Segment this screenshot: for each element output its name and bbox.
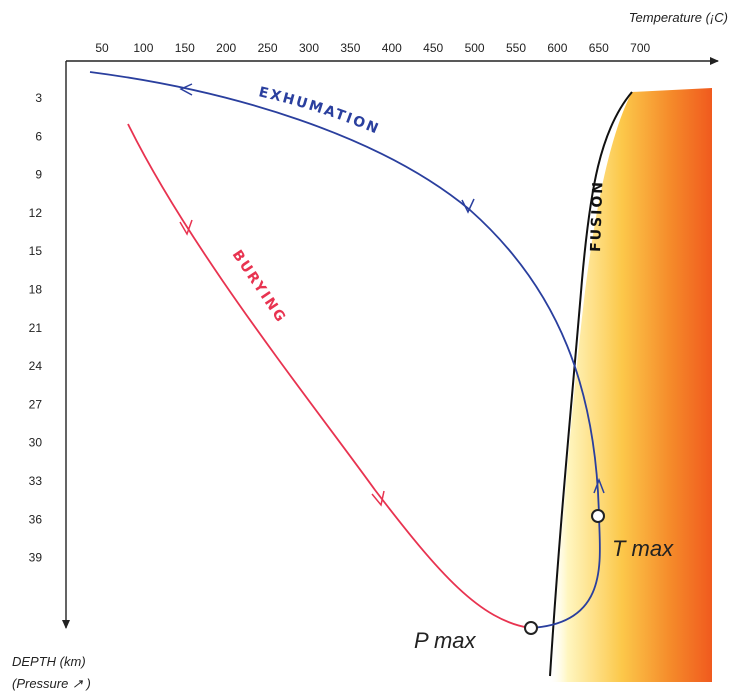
y-tick-label: 12: [29, 206, 43, 220]
x-tick-label: 250: [258, 41, 278, 55]
y-tick-label: 33: [29, 474, 43, 488]
x-tick-label: 650: [589, 41, 609, 55]
x-tick-label: 450: [423, 41, 443, 55]
burying-arrow-1: [179, 219, 193, 236]
y-tick-label: 3: [35, 91, 42, 105]
x-tick-label: 700: [630, 41, 650, 55]
x-tick-label: 50: [95, 41, 109, 55]
y-tick-label: 36: [29, 512, 43, 526]
x-tick-label: 400: [382, 41, 402, 55]
y-tick-label: 39: [29, 551, 43, 565]
tmax-label: T max: [612, 536, 674, 561]
exhumation-path: [89, 71, 601, 629]
x-tick-label: 100: [133, 41, 153, 55]
y-tick-label: 24: [29, 359, 43, 373]
y-tick-label: 9: [35, 168, 42, 182]
x-tick-label: 550: [506, 41, 526, 55]
x-tick-label: 600: [547, 41, 567, 55]
x-tick-label: 150: [175, 41, 195, 55]
x-tick-label: 200: [216, 41, 236, 55]
y-tick-label: 30: [29, 436, 43, 450]
burying-arrow-2: [371, 490, 385, 507]
exhumation-arrow-3: [179, 83, 193, 96]
y-axis-title: DEPTH (km): [12, 654, 86, 669]
tmax-point: [591, 509, 605, 523]
y-axis-subtitle: (Pressure ↗ ): [12, 676, 91, 691]
x-tick-labels: 50 100 150 200 250 300 350 400 450 500 550 600 650 70…: [95, 41, 650, 55]
y-tick-label: 18: [29, 283, 43, 297]
x-tick-label: 300: [299, 41, 319, 55]
exhumation-arrow-1: [593, 477, 605, 494]
burying-path: [127, 123, 531, 629]
x-tick-label: 500: [465, 41, 485, 55]
y-tick-label: 6: [35, 129, 42, 143]
burying-label: BURYING: [229, 247, 290, 326]
fusion-label: FUSION: [588, 180, 606, 252]
exhumation-arrow-2: [461, 198, 475, 214]
y-tick-label: 27: [29, 397, 43, 411]
melt-zone: [548, 88, 712, 682]
y-tick-label: 21: [29, 321, 43, 335]
fusion-curve: [549, 91, 633, 677]
pmax-label: P max: [414, 628, 477, 653]
x-tick-label: 350: [340, 41, 360, 55]
pmax-point: [524, 621, 538, 635]
y-tick-label: 15: [29, 244, 43, 258]
x-axis-title: Temperature (¡C): [629, 10, 728, 25]
